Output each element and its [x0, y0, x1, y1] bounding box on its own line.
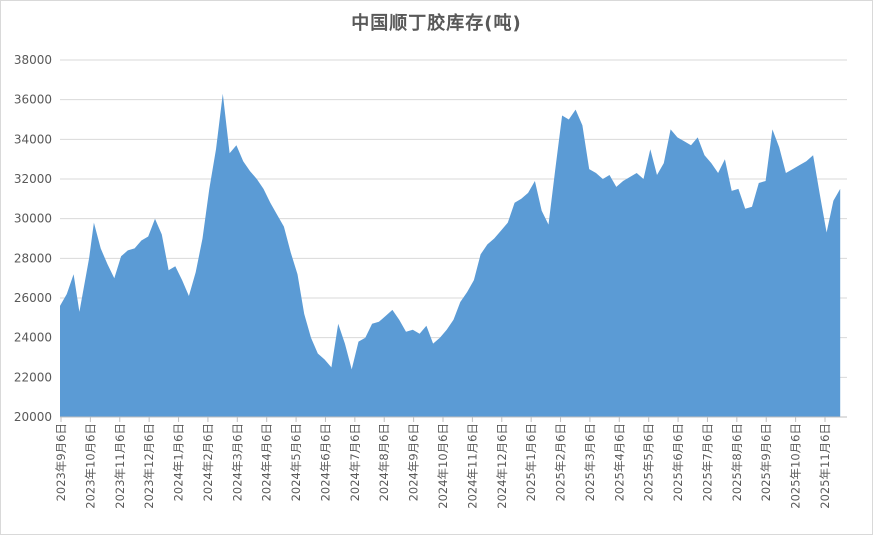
y-tick-label: 24000 [14, 331, 52, 345]
x-axis: 2023年9月6日 2023年10月6日 2023年11月6日 2023年12月6日 2… [54, 416, 847, 509]
y-axis: 20000 22000 24000 26000 28000 30000 32000 34000… [14, 53, 52, 424]
x-tick-label: 2025年1月6日 [524, 423, 538, 501]
x-tick-label: 2024年10月6日 [436, 423, 450, 509]
x-tick-label: 2023年12月6日 [142, 423, 156, 509]
x-tick-label: 2025年10月6日 [789, 423, 803, 509]
x-tick-label: 2024年9月6日 [407, 423, 421, 501]
x-tick-label: 2024年1月6日 [172, 423, 186, 501]
x-tick-label: 2025年2月6日 [554, 423, 568, 501]
y-tick-label: 32000 [14, 172, 52, 186]
x-tick-label: 2024年11月6日 [465, 423, 479, 509]
x-tick-label: 2025年7月6日 [700, 423, 714, 501]
x-tick-label: 2024年4月6日 [260, 423, 274, 501]
x-tick-label: 2024年12月6日 [495, 423, 509, 509]
x-tick-label: 2024年7月6日 [348, 423, 362, 501]
y-tick-label: 20000 [14, 410, 52, 424]
x-tick-label: 2024年6月6日 [318, 423, 332, 501]
x-tick-label: 2024年8月6日 [377, 423, 391, 501]
area-series [59, 93, 841, 417]
x-tick-label: 2025年11月6日 [818, 423, 832, 509]
x-tick-label: 2025年5月6日 [642, 423, 656, 501]
y-tick-label: 36000 [14, 93, 52, 107]
x-tick-label: 2024年3月6日 [230, 423, 244, 501]
area-fill [60, 93, 841, 417]
y-tick-label: 38000 [14, 53, 52, 67]
x-tick-label: 2025年3月6日 [583, 423, 597, 501]
y-tick-label: 26000 [14, 291, 52, 305]
x-tick-label: 2023年11月6日 [113, 423, 127, 509]
y-tick-label: 34000 [14, 132, 52, 146]
x-tick-label: 2023年9月6日 [54, 423, 68, 501]
y-tick-label: 30000 [14, 212, 52, 226]
x-tick-label: 2024年5月6日 [289, 423, 303, 501]
y-tick-label: 28000 [14, 251, 52, 265]
x-tick-label: 2023年10月6日 [83, 423, 97, 509]
x-tick-label: 2025年6月6日 [671, 423, 685, 501]
x-tick-label: 2024年2月6日 [201, 423, 215, 501]
chart-title: 中国顺丁胶库存(吨) [351, 13, 522, 34]
y-tick-label: 22000 [14, 370, 52, 384]
x-tick-label: 2025年4月6日 [612, 423, 626, 501]
x-tick-label: 2025年9月6日 [759, 423, 773, 501]
x-tick-label: 2025年8月6日 [730, 423, 744, 501]
